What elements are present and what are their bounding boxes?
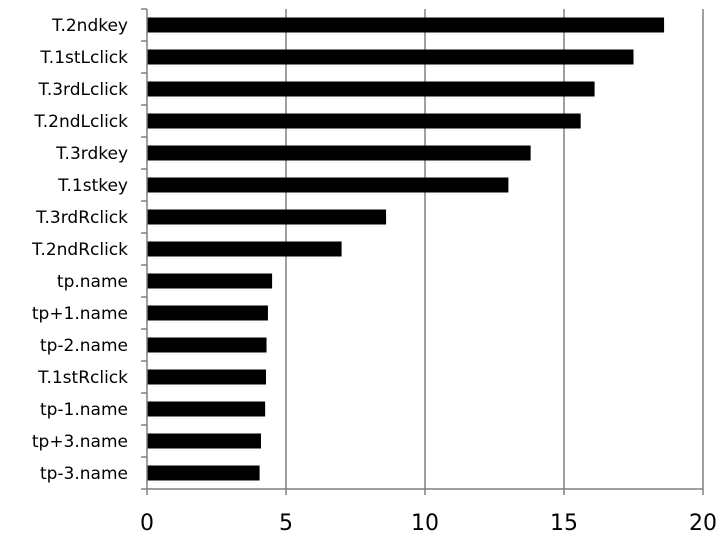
category-label: T.1stLclick: [39, 48, 128, 68]
bar-T.2ndLclick: [147, 113, 581, 129]
bar-T.2ndkey: [147, 17, 665, 33]
axes: [141, 8, 704, 495]
x-tick-label: 0: [140, 511, 154, 536]
bar-tp-1.name: [147, 401, 266, 417]
category-label: T.2ndRclick: [31, 240, 128, 260]
x-tick-label: 10: [411, 511, 439, 536]
category-label: T.1stkey: [57, 176, 128, 196]
category-label: T.1stRclick: [37, 368, 128, 388]
category-label: T.3rdLclick: [37, 80, 128, 100]
category-label: tp-2.name: [40, 336, 128, 356]
bar-tp+3.name: [147, 433, 261, 449]
bar-T.3rdRclick: [147, 209, 387, 225]
bar-T.1stRclick: [147, 369, 266, 385]
x-tick-labels: 0 5 10 15 20: [140, 511, 717, 536]
category-label: T.2ndkey: [51, 16, 128, 36]
bar-T.2ndRclick: [147, 241, 342, 257]
bar-tp+1.name: [147, 305, 268, 321]
x-tick-label: 15: [550, 511, 578, 536]
category-label: tp-3.name: [40, 464, 128, 484]
category-label: T.3rdRclick: [35, 208, 128, 228]
category-label: tp+3.name: [32, 432, 128, 452]
category-label: tp.name: [57, 272, 128, 292]
category-label: T.2ndLclick: [33, 112, 128, 132]
category-label: T.3rdkey: [55, 144, 128, 164]
bars: [147, 17, 665, 481]
bar-tp-3.name: [147, 465, 260, 481]
bar-tp.name: [147, 273, 273, 289]
gridlines: [285, 9, 704, 489]
category-label: tp-1.name: [40, 400, 128, 420]
category-label: tp+1.name: [32, 304, 128, 324]
bar-T.1stkey: [147, 177, 509, 193]
bar-T.3rdLclick: [147, 81, 595, 97]
x-tick-label: 5: [279, 511, 293, 536]
category-labels: T.2ndkey T.1stLclick T.3rdLclick T.2ndLclic…: [31, 16, 128, 484]
bar-T.1stLclick: [147, 49, 634, 65]
bar-T.3rdkey: [147, 145, 531, 161]
bar-tp-2.name: [147, 337, 267, 353]
x-tick-label: 20: [689, 511, 717, 536]
